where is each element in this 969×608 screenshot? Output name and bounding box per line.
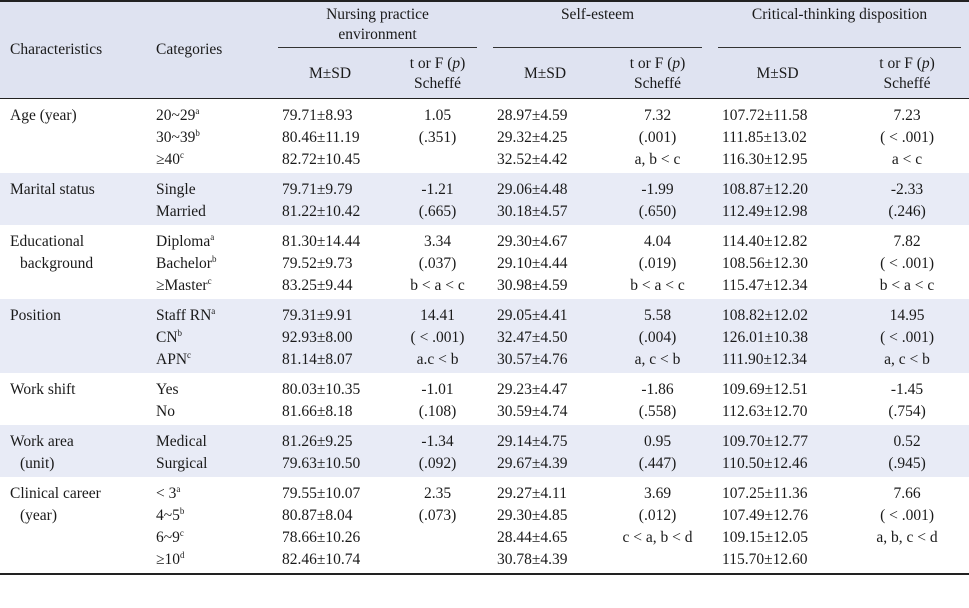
characteristic-cell: Marital status — [0, 173, 150, 225]
header-critical-thinking: Critical-thinking disposition — [710, 1, 969, 50]
characteristic-cell: Work shift — [10, 381, 76, 398]
category-cell: Medical Surgical — [150, 425, 270, 477]
se-msd-cell: 29.06±4.48 30.18±4.57 — [485, 173, 606, 225]
se-t-cell: 0.95 (.447) — [605, 425, 711, 477]
header-ctd-msd: M±SD — [756, 65, 799, 82]
npe-t-cell: -1.21 (.665) — [390, 173, 486, 225]
category-cell: 20~29a 30~39b ≥40c — [156, 106, 200, 169]
ctd-t-cell: 7.23( < .001) a < c — [880, 107, 935, 168]
category-cell: Staff RNa CNb APNc — [150, 299, 270, 373]
ctd-t-cell: 7.66( < .001) a, b, c < d — [876, 485, 938, 546]
se-t-cell: 3.69 (.012) c < a, b < d — [622, 485, 693, 546]
header-se-msd: M±SD — [523, 65, 567, 82]
characteristic-cell: Age (year) — [10, 107, 77, 124]
table-row: Work area (unit) Medical Surgical 81.26±9.25… — [0, 425, 969, 477]
results-table: Characteristics Categories Nursing pract… — [0, 1, 969, 574]
header-ctd-tf: t or F (p) Scheffé — [879, 55, 935, 92]
category-cell: < 3a 4~5b 6~9c ≥10d — [156, 484, 185, 569]
npe-msd-cell: 81.30±14.44 79.52±9.73 83.25±9.44 — [282, 233, 361, 294]
se-t-cell: -1.99 (.650) — [605, 173, 711, 225]
ctd-msd-cell: 109.69±12.51 112.63±12.70 — [722, 381, 809, 420]
se-msd-cell: 29.30±4.67 29.10±4.44 30.98±4.59 — [497, 233, 568, 294]
table-row: Position Staff RNa CNb APNc 79.31±9.91 92.93±… — [0, 299, 969, 373]
category-cell: Single Married — [150, 173, 270, 225]
npe-msd-cell: 80.03±10.35 81.66±8.18 — [282, 381, 361, 420]
npe-msd-cell: 79.55±10.07 80.87±8.04 78.66±10.26 82.46±10… — [282, 485, 361, 568]
ctd-t-cell: -2.33 (.246) — [845, 173, 969, 225]
table-row: Age (year) 20~29a 30~39b ≥40c 79.71±8.93 80.4… — [0, 99, 969, 174]
category-cell: Yes No — [156, 381, 179, 420]
ctd-msd-cell: 108.82±12.02 126.01±10.38 111.90±12.34 — [710, 299, 846, 373]
se-t-cell: 5.58 (.004) a, c < b — [605, 299, 711, 373]
ctd-msd-cell: 107.25±11.36 107.49±12.76 109.15±12.05 115.… — [722, 485, 809, 568]
header-characteristics: Characteristics — [10, 41, 103, 58]
header-self-esteem: Self-esteem — [485, 1, 710, 50]
ctd-msd-cell: 109.70±12.77 110.50±12.46 — [710, 425, 846, 477]
npe-t-cell: 3.34 (.037) b < a < c — [410, 233, 465, 294]
npe-msd-cell: 79.71±9.79 81.22±10.42 — [270, 173, 390, 225]
characteristic-cell: Position — [0, 299, 150, 373]
se-msd-cell: 29.14±4.75 29.67±4.39 — [485, 425, 606, 477]
ctd-msd-cell: 107.72±11.58 111.85±13.02 116.30±12.95 — [722, 107, 808, 168]
npe-t-cell: 1.05 (.351) — [418, 107, 457, 146]
se-msd-cell: 29.05±4.41 32.47±4.50 30.57±4.76 — [485, 299, 606, 373]
se-msd-cell: 29.27±4.11 29.30±4.85 28.44±4.65 30.78±4.39 — [497, 485, 568, 568]
npe-t-cell: 14.41( < .001) a.c < b — [390, 299, 486, 373]
ctd-t-cell: 0.52 (.945) — [845, 425, 969, 477]
characteristic-cell: Educational background — [10, 233, 94, 272]
characteristic-cell: Work area (unit) — [0, 425, 150, 477]
se-msd-cell: 29.23±4.47 30.59±4.74 — [497, 381, 568, 420]
npe-t-cell: -1.34 (.092) — [390, 425, 486, 477]
header-npe-tf: t or F (p) Scheffé — [409, 55, 466, 92]
ctd-msd-cell: 114.40±12.82 108.56±12.30 115.47±12.34 — [722, 233, 809, 294]
table-row: Marital status Single Married 79.71±9.79 81.… — [0, 173, 969, 225]
ctd-t-cell: 7.82( < .001) b < a < c — [879, 233, 935, 294]
header-se-tf: t or F (p) Scheffé — [629, 55, 686, 92]
npe-t-cell: -1.01 (.108) — [418, 381, 457, 420]
category-cell: Diplomaa Bachelorb ≥Masterc — [156, 232, 217, 295]
ctd-msd-cell: 108.87±12.20 112.49±12.98 — [710, 173, 846, 225]
table-row: Work shift Yes No 80.03±10.35 81.66±8.18 -1.0… — [0, 373, 969, 425]
se-t-cell: -1.86 (.558) — [638, 381, 677, 420]
characteristic-cell: Clinical career (year) — [10, 485, 101, 524]
header-categories: Categories — [156, 41, 223, 58]
header-npe-msd: M±SD — [308, 65, 352, 82]
se-t-cell: 7.32 (.001) a, b < c — [634, 107, 681, 168]
ctd-t-cell: -1.45 (.754) — [888, 381, 926, 420]
se-msd-cell: 28.97±4.59 29.32±4.25 32.52±4.42 — [497, 107, 568, 168]
table-row: Educational background Diplomaa Bachelorb ≥M… — [0, 225, 969, 299]
npe-t-cell: 2.35 (.073) — [418, 485, 457, 524]
npe-msd-cell: 81.26±9.25 79.63±10.50 — [270, 425, 390, 477]
npe-msd-cell: 79.31±9.91 92.93±8.00 81.14±8.07 — [270, 299, 390, 373]
header-nursing-practice-environment: Nursing practice environment — [270, 1, 485, 50]
npe-msd-cell: 79.71±8.93 80.46±11.19 82.72±10.45 — [282, 107, 361, 168]
se-t-cell: 4.04 (.019) b < a < c — [630, 233, 685, 294]
table-row: Clinical career (year) < 3a 4~5b 6~9c ≥10d 79.… — [0, 477, 969, 574]
ctd-t-cell: 14.95( < .001) a, c < b — [845, 299, 969, 373]
